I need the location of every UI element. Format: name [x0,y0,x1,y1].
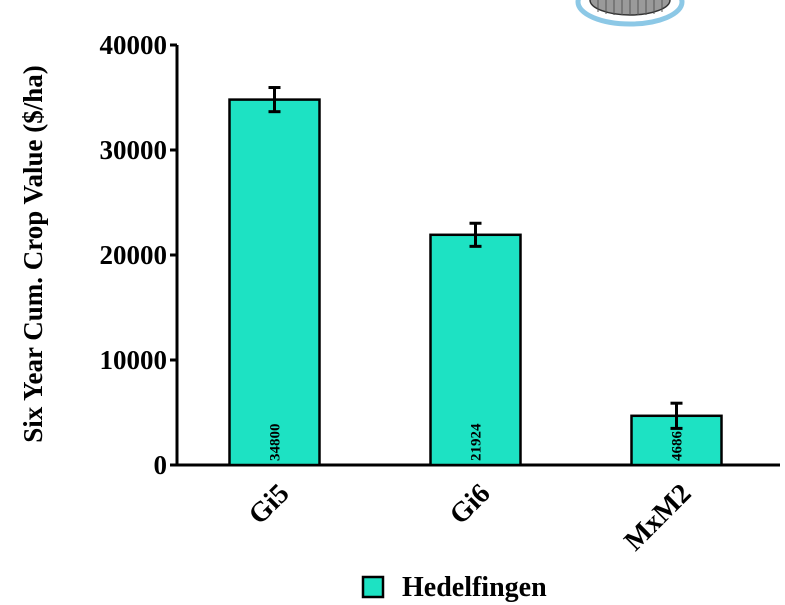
bar [429,233,522,467]
logo-icon [575,0,685,27]
legend-label: Hedelfingen [402,572,547,603]
y-tick-label: 30000 [100,135,168,165]
data-label: 34800 [268,424,284,462]
y-tick-label: 20000 [100,240,168,270]
x-tick-label: MxM2 [618,478,697,557]
legend-swatch [361,575,385,599]
y-tick-label: 10000 [100,345,168,375]
y-tick-label: 40000 [100,30,168,60]
y-tick-label: 0 [154,450,168,480]
y-axis-title: Six Year Cum. Crop Value ($/ha) [18,65,48,443]
plot-area: 0 10000 20000 30000 40000 34800 Gi5 21924 Gi6 468… [100,30,780,557]
bar [228,98,321,467]
data-label: 4686 [670,431,686,462]
x-tick-label: Gi6 [444,478,497,531]
legend: Hedelfingen [361,572,547,603]
x-tick-label: Gi5 [243,478,296,531]
data-label: 21924 [469,423,485,461]
